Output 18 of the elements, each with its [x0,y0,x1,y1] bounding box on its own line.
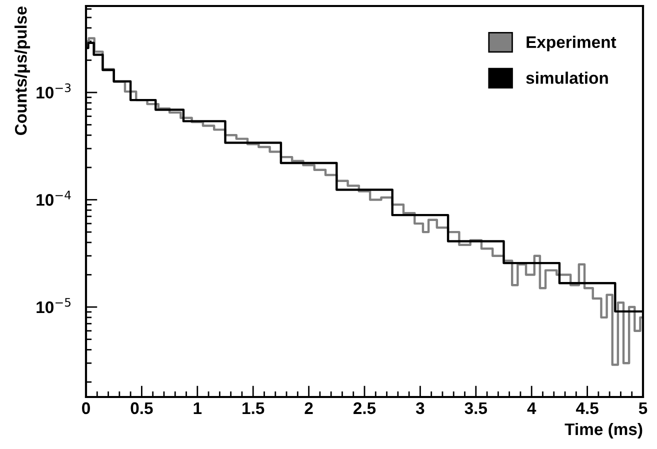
x-tick-label: 3 [416,402,424,414]
legend-label: Experiment [526,36,616,52]
x-tick-label: 0 [82,402,90,414]
y-tick-label: 10$^{−3}$ [36,83,71,99]
legend-label: simulation [526,72,608,84]
x-tick-label: 1 [194,402,202,414]
x-axis-title: Time (ms) [564,422,642,438]
x-tick-label: 2.5 [353,402,376,414]
x-tick-label: 5 [638,402,648,414]
x-tick-label: 0.5 [130,402,153,414]
y-tick-label: 10$^{−5}$ [36,298,70,314]
y-axis-title: Counts/μs/pulse [14,6,30,135]
x-tick-label: 4.5 [576,402,598,414]
x-tick-label: 2 [304,402,313,414]
x-tick-label: 1.5 [242,402,264,414]
x-tick-label: 3.5 [464,402,488,414]
x-tick-label: 4 [527,402,536,414]
y-tick-label: 10$^{−4}$ [36,190,71,206]
